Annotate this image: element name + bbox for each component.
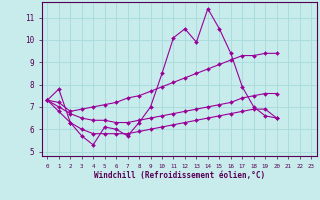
X-axis label: Windchill (Refroidissement éolien,°C): Windchill (Refroidissement éolien,°C)	[94, 171, 265, 180]
